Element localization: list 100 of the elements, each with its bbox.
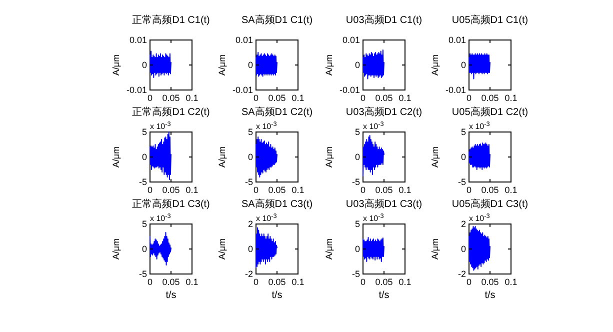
y-tick-label: -0.01 — [126, 85, 147, 95]
line-series — [150, 132, 172, 180]
text: x 10$^{-3}$ — [150, 212, 172, 223]
x-tick-label: 0.05 — [268, 185, 286, 195]
line-series — [256, 136, 278, 178]
x-tick-label: 0.1 — [398, 277, 412, 287]
chart-title: U05高频D1 C3(t) — [452, 198, 528, 210]
y-axis-title: A/μm — [217, 238, 227, 260]
y-axis-title: A/μm — [324, 146, 334, 168]
y-tick-label: 0 — [142, 152, 147, 162]
y-tick-label: -2 — [244, 269, 253, 279]
x-tick-label: 0.1 — [398, 185, 412, 195]
y-tick-label: 2 — [248, 219, 253, 229]
x-tick-label: 0.05 — [268, 277, 286, 287]
y-axis-title: A/μm — [217, 146, 227, 168]
x-tick-label: 0.1 — [504, 277, 518, 287]
y-tick-label: 2 — [460, 219, 466, 229]
chart-title: U05高频D1 C1(t) — [452, 14, 528, 26]
line-series — [468, 142, 490, 170]
chart-title: U05高频D1 C2(t) — [452, 106, 528, 118]
chart-title: SA高频D1 C3(t) — [241, 198, 313, 210]
y-tick-label: 0 — [460, 244, 466, 254]
y-tick-label: -0.01 — [445, 85, 466, 95]
y-tick-label: 5 — [354, 127, 360, 137]
y-tick-label: -5 — [352, 269, 360, 279]
x-tick-label: 0.1 — [292, 185, 304, 195]
chart-title: 正常高频D1 C1(t) — [132, 14, 210, 26]
y-tick-label: -5 — [458, 177, 466, 187]
y-tick-label: 0 — [354, 60, 360, 70]
y-axis-title: A/μm — [324, 54, 334, 76]
x-axis-title: t/s — [272, 290, 282, 301]
y-tick-label: 0 — [460, 152, 466, 162]
x-axis-title: t/s — [166, 290, 176, 301]
y-tick-label: -0.01 — [339, 85, 360, 95]
line-series — [150, 232, 172, 266]
line-series — [256, 52, 278, 77]
y-tick-label: 5 — [248, 127, 253, 137]
x-tick-label: 0.1 — [186, 277, 198, 287]
x-tick-label: 0.1 — [186, 93, 198, 103]
x-tick-label: 0.05 — [481, 93, 499, 103]
y-tick-label: 0.01 — [235, 35, 253, 45]
y-tick-label: 0 — [460, 60, 466, 70]
y-tick-label: -2 — [458, 269, 466, 279]
text: x 10$^{-3}$ — [469, 120, 490, 131]
y-axis-title: A/μm — [430, 238, 440, 260]
y-axis-title: A/μm — [430, 146, 440, 168]
x-tick-label: 0.05 — [268, 93, 286, 103]
y-tick-label: -5 — [138, 269, 147, 279]
y-tick-label: 0 — [142, 244, 147, 254]
y-axis-title: A/μm — [111, 146, 121, 168]
y-tick-label: 0.01 — [129, 35, 147, 45]
line-series — [468, 53, 490, 80]
line-series — [468, 226, 490, 271]
y-tick-label: 5 — [142, 219, 147, 229]
line-series — [256, 227, 278, 268]
x-tick-label: 0.1 — [292, 277, 304, 287]
y-tick-label: 0 — [354, 244, 360, 254]
chart-title: SA高频D1 C1(t) — [241, 14, 313, 26]
line-series — [362, 237, 384, 262]
line-series — [362, 50, 384, 80]
y-tick-label: -5 — [244, 177, 253, 187]
y-axis-title: A/μm — [430, 54, 440, 76]
y-tick-label: 0 — [354, 152, 360, 162]
y-tick-label: 0 — [248, 244, 253, 254]
y-tick-label: 0 — [142, 60, 147, 70]
x-tick-label: 0.05 — [375, 185, 393, 195]
y-axis-title: A/μm — [111, 54, 121, 76]
x-tick-label: 0.05 — [162, 93, 180, 103]
x-tick-label: 0.05 — [162, 185, 180, 195]
y-tick-label: 5 — [142, 127, 147, 137]
y-tick-label: -0.01 — [232, 85, 253, 95]
text: x 10$^{-3}$ — [150, 120, 172, 131]
x-tick-label: 0.1 — [504, 185, 518, 195]
text: x 10$^{-3}$ — [469, 212, 490, 223]
x-axis-title: t/s — [484, 290, 496, 301]
x-tick-label: 0.1 — [504, 93, 518, 103]
y-tick-label: 5 — [460, 127, 466, 137]
x-tick-label: 0.05 — [481, 185, 499, 195]
x-tick-label: 0.1 — [292, 93, 304, 103]
line-series — [362, 135, 384, 176]
x-tick-label: 0.05 — [375, 277, 393, 287]
chart-title: U03高频D1 C1(t) — [346, 14, 422, 26]
y-axis-title: A/μm — [111, 238, 121, 260]
y-tick-label: 0 — [248, 60, 253, 70]
chart-title: U03高频D1 C2(t) — [346, 106, 422, 118]
x-tick-label: 0.1 — [186, 185, 198, 195]
x-tick-label: 0.05 — [481, 277, 499, 287]
chart-title: SA高频D1 C2(t) — [241, 106, 313, 118]
chart-title: 正常高频D1 C2(t) — [132, 106, 210, 118]
line-series — [150, 50, 172, 78]
text: x 10$^{-3}$ — [363, 212, 384, 223]
chart-title: U03高频D1 C3(t) — [346, 198, 422, 210]
x-tick-label: 0.1 — [398, 93, 412, 103]
text: x 10$^{-3}$ — [256, 212, 278, 223]
x-tick-label: 0.05 — [162, 277, 180, 287]
chart-title: 正常高频D1 C3(t) — [132, 198, 210, 210]
y-tick-label: 5 — [354, 219, 360, 229]
y-tick-label: 0.01 — [448, 35, 466, 45]
y-tick-label: -5 — [352, 177, 360, 187]
y-axis-title: A/μm — [217, 54, 227, 76]
